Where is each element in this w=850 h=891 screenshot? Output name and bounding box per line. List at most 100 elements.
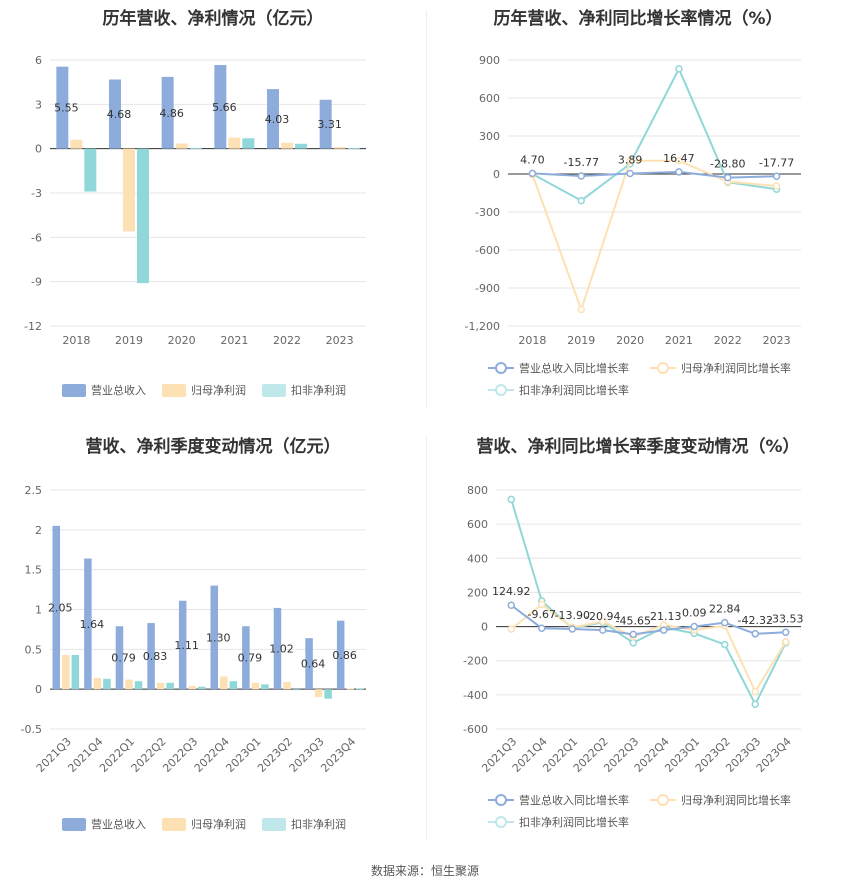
legend-item-revenue-growth[interactable]: 营业总收入同比增长率 — [488, 360, 629, 376]
line-point — [599, 617, 607, 626]
data-label: 4.68 — [107, 108, 132, 121]
data-label: 0.83 — [143, 650, 168, 663]
legend-item-deducted-profit-growth[interactable]: 扣非净利润同比增长率 — [488, 814, 629, 830]
data-label: 4.86 — [159, 107, 184, 120]
bar-revenue — [319, 99, 332, 149]
y-tick-label: 200 — [467, 586, 488, 599]
bar-revenue — [178, 600, 187, 690]
x-tick-label: 2019 — [567, 334, 595, 347]
bar-net-profit — [283, 681, 291, 690]
line-point — [751, 700, 759, 708]
bar-revenue — [109, 79, 121, 149]
bar-deducted-profit — [166, 682, 174, 690]
x-tick-label: 2023 — [326, 334, 354, 347]
data-label: 1.64 — [80, 618, 105, 631]
bar-deducted-profit — [229, 681, 238, 690]
line-point — [577, 196, 585, 205]
bar-net-profit — [70, 139, 83, 149]
legend: 营业总收入同比增长率 归母净利润同比增长率 扣非净利润同比增长率 — [426, 792, 850, 832]
y-tick-label: 6 — [35, 54, 42, 67]
data-label: 4.70 — [520, 153, 545, 166]
data-label: 22.84 — [709, 603, 741, 616]
data-label: -15.77 — [564, 156, 599, 169]
legend-swatch — [62, 817, 86, 831]
y-tick-label: 600 — [467, 518, 488, 531]
legend-item-revenue[interactable]: 营业总收入 — [62, 382, 146, 398]
line-point — [568, 625, 576, 633]
bar-revenue — [56, 66, 69, 149]
legend-swatch — [488, 361, 514, 375]
y-tick-label: 900 — [479, 54, 500, 67]
y-tick-label: 300 — [479, 130, 500, 143]
line-point — [782, 638, 790, 646]
legend-label: 归母净利润同比增长率 — [681, 794, 791, 807]
bar-revenue — [115, 626, 124, 690]
line-point — [751, 687, 759, 696]
y-tick-label: -12 — [24, 320, 42, 333]
y-tick-label: 0 — [35, 683, 42, 696]
chart-title: 历年营收、净利同比增长率情况（%） — [493, 9, 783, 29]
y-tick-label: -600 — [463, 723, 488, 736]
legend-swatch — [162, 817, 186, 831]
legend-item-deducted-profit[interactable]: 扣非净利润 — [262, 816, 346, 832]
line-point — [724, 173, 732, 182]
legend-item-net-profit[interactable]: 归母净利润 — [162, 816, 246, 832]
data-label: 0.09 — [682, 607, 707, 620]
line-point — [577, 172, 585, 180]
data-label: 4.03 — [265, 113, 290, 126]
bar-deducted-profit — [84, 148, 97, 192]
x-tick-label: 2022 — [714, 334, 742, 347]
quarterly-growth-chart: 8006004002000-200-400-6002021Q32021Q4202… — [463, 484, 803, 775]
legend-item-revenue[interactable]: 营业总收入 — [62, 816, 146, 832]
bar-net-profit — [281, 142, 293, 149]
legend: 营业总收入 归母净利润 扣非净利润 — [0, 816, 426, 836]
y-tick-label: -3 — [31, 187, 42, 200]
bar-net-profit — [314, 689, 323, 698]
data-label: 0.86 — [332, 649, 357, 662]
legend-label: 扣非净利润同比增长率 — [519, 816, 629, 829]
x-tick-label: 2021 — [220, 334, 248, 347]
y-tick-label: 0.5 — [25, 643, 43, 656]
bar-revenue — [267, 89, 279, 149]
line-point — [629, 639, 637, 647]
line-point — [507, 495, 515, 504]
legend-label: 归母净利润同比增长率 — [681, 362, 791, 375]
bar-deducted-profit — [355, 688, 364, 690]
y-tick-label: 1 — [35, 604, 42, 617]
data-label: -17.77 — [759, 156, 794, 169]
y-tick-label: -6 — [31, 231, 42, 244]
legend-item-net-profit[interactable]: 归母净利润 — [162, 382, 246, 398]
data-label: -9.67 — [528, 608, 556, 621]
data-label: 2.05 — [48, 602, 73, 615]
bar-revenue — [84, 558, 92, 690]
legend-label: 扣非净利润 — [291, 384, 346, 397]
legend-item-net-profit-growth[interactable]: 归母净利润同比增长率 — [650, 792, 791, 808]
line-point — [721, 618, 729, 627]
bar-deducted-profit — [189, 147, 202, 149]
line-point — [660, 626, 668, 634]
line-point — [629, 630, 637, 639]
bar-deducted-profit — [242, 138, 255, 149]
panel-annual-values: 历年营收、净利情况（亿元） 6 3 0 -3 -6 -9 -12 2018 2019 2020 20… — [0, 0, 426, 410]
quarterly-values-chart: 2.521.510.50-0.52021Q32021Q42022Q12022Q2… — [21, 484, 366, 775]
y-tick-label: -600 — [475, 244, 500, 257]
legend: 营业总收入 归母净利润 扣非净利润 — [0, 382, 426, 402]
data-label: 0.79 — [111, 652, 136, 665]
panel-divider-top — [426, 10, 427, 408]
y-tick-label: 0 — [35, 143, 42, 156]
legend-item-revenue-growth[interactable]: 营业总收入同比增长率 — [488, 792, 629, 808]
legend-item-net-profit-growth[interactable]: 归母净利润同比增长率 — [650, 360, 791, 376]
line-point — [528, 169, 537, 178]
legend-item-deducted-profit-growth[interactable]: 扣非净利润同比增长率 — [488, 382, 629, 398]
bar-revenue — [210, 585, 219, 690]
data-label: -13.90 — [555, 609, 590, 622]
y-tick-label: 400 — [467, 552, 488, 565]
data-label: -42.32 — [738, 614, 773, 627]
bar-net-profit — [125, 679, 133, 690]
bar-deducted-profit — [324, 689, 332, 699]
legend-label: 营业总收入同比增长率 — [519, 362, 629, 375]
line-net-profit-growth — [531, 159, 777, 313]
y-tick-label: 2 — [35, 524, 42, 537]
data-label: 16.47 — [663, 152, 695, 165]
legend-item-deducted-profit[interactable]: 扣非净利润 — [262, 382, 346, 398]
